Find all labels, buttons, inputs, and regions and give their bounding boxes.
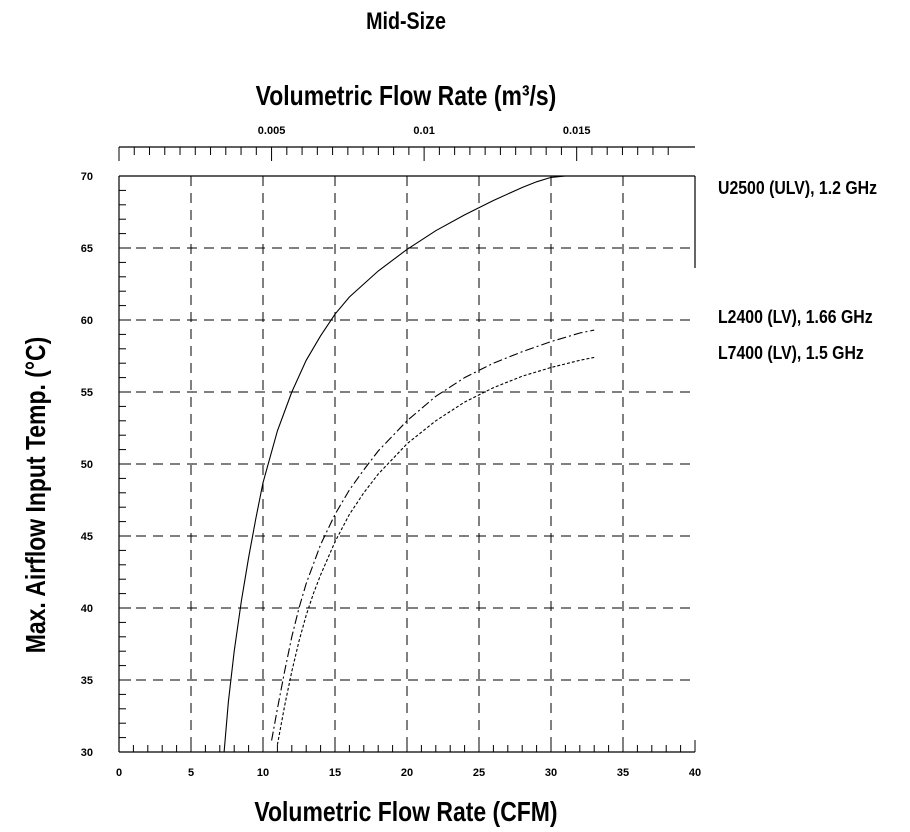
y-tick-label: 30: [81, 747, 93, 759]
x-tick-label: 25: [473, 767, 485, 779]
x-tick-label: 5: [188, 767, 194, 779]
tick-labels: 0 5 10 15 20 25 30 35 40 30 35 40 45 50 55 60 65 70 0.005 0…: [81, 125, 701, 779]
y-tick-label: 70: [81, 171, 93, 183]
x-tick-label: 10: [257, 767, 269, 779]
legend-label-2: L2400 (LV), 1.66 GHz: [718, 307, 873, 327]
top-axis-tick-label: 0.005: [258, 125, 286, 137]
y-tick-label: 60: [81, 315, 93, 327]
y-tick-label: 50: [81, 459, 93, 471]
tick-marks: [118, 147, 696, 753]
top-axis-tick-label: 0.01: [413, 125, 434, 137]
axes: [118, 146, 696, 753]
series-line-1: [223, 175, 595, 753]
x-tick-label: 20: [401, 767, 413, 779]
series-line-2: [271, 329, 595, 741]
y-tick-label: 45: [81, 531, 93, 543]
top-axis-tick-label: 0.015: [563, 125, 591, 137]
series-lines: [223, 175, 595, 753]
y-tick-label: 40: [81, 603, 93, 615]
y-tick-label: 55: [81, 387, 93, 399]
legend-label-3: L7400 (LV), 1.5 GHz: [718, 343, 864, 363]
legend-label-1: U2500 (ULV), 1.2 GHz: [718, 178, 878, 198]
x-tick-label: 40: [689, 767, 701, 779]
x-axis-title: Volumetric Flow Rate (CFM): [254, 796, 558, 827]
x-tick-label: 15: [329, 767, 341, 779]
grid-lines: [119, 176, 695, 752]
x-tick-label: 30: [545, 767, 557, 779]
y-tick-label: 65: [81, 243, 93, 255]
y-tick-label: 35: [81, 675, 93, 687]
chart-title: Mid-Size: [366, 8, 446, 35]
series-line-3: [276, 356, 595, 745]
x-tick-label: 35: [617, 767, 629, 779]
top-axis-title: Volumetric Flow Rate (m³/s): [255, 80, 557, 111]
x-tick-label: 0: [116, 767, 122, 779]
